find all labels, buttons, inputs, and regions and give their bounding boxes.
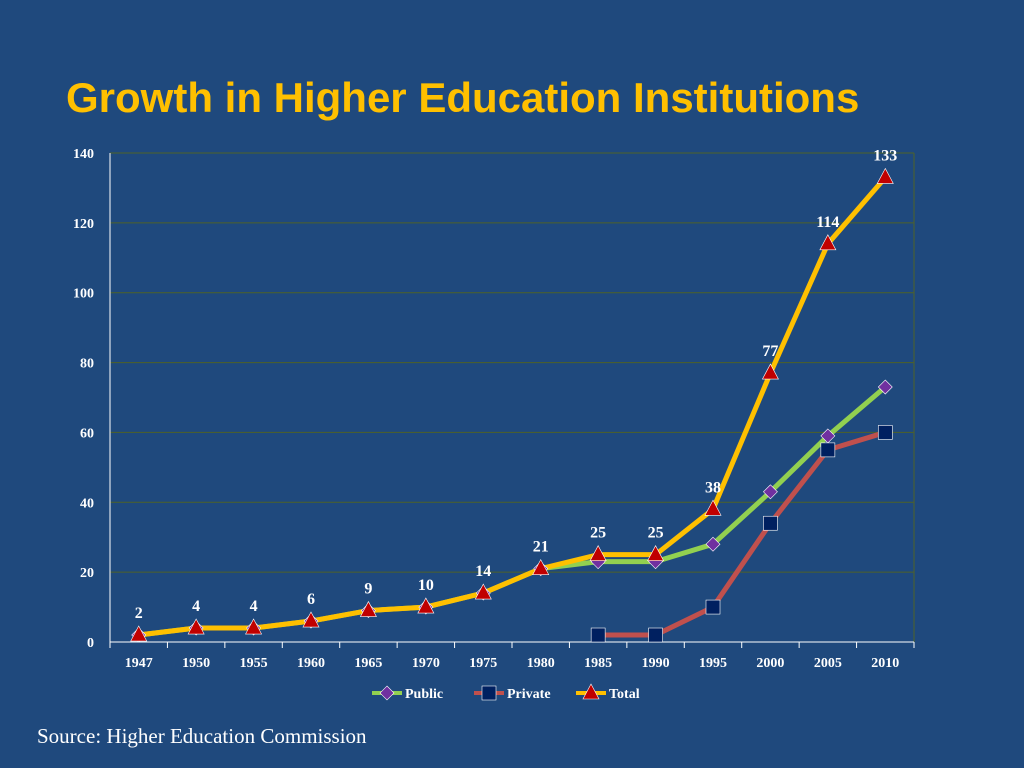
diamond-marker	[877, 379, 893, 395]
x-tick-label: 2010	[871, 656, 899, 671]
triangle-marker	[474, 583, 492, 600]
data-label: 77	[762, 343, 778, 360]
y-tick-label: 40	[80, 496, 94, 511]
source-note: Source: Higher Education Commission	[37, 724, 367, 748]
y-tick-label: 0	[87, 636, 94, 651]
triangle-marker	[130, 625, 148, 642]
triangle-marker	[704, 499, 722, 516]
y-tick-label: 140	[73, 147, 94, 162]
data-label: 114	[816, 214, 839, 231]
x-tick-label: 1960	[297, 656, 325, 671]
y-tick-label: 20	[80, 566, 94, 581]
triangle-marker	[532, 559, 550, 575]
data-label: 133	[873, 147, 897, 164]
triangle-marker	[647, 545, 665, 561]
data-label: 9	[364, 581, 372, 598]
triangle-marker	[417, 597, 435, 614]
triangle-marker	[761, 363, 779, 380]
series-markers	[130, 167, 894, 643]
triangle-marker	[302, 611, 320, 628]
x-tick-label: 1995	[699, 656, 727, 671]
data-label: 14	[475, 563, 491, 580]
square-marker	[705, 599, 721, 615]
x-tick-label: 1990	[642, 656, 670, 671]
x-tick-label: 1975	[469, 656, 497, 671]
y-tick-label: 100	[73, 287, 94, 302]
data-labels: 2 4 4 6 9 10 14 21 25 25 38 77 114 133	[135, 147, 898, 622]
triangle-marker	[582, 683, 600, 700]
legend: Public Private Total	[372, 683, 640, 702]
x-tick-label: 2005	[814, 656, 842, 671]
axes: 0 20 40 60 80 100 120 140 1947 1950 1955 1960 1965 19…	[73, 147, 915, 671]
square-marker	[648, 627, 663, 643]
x-tick-label: 1947	[125, 656, 153, 671]
data-label: 4	[250, 598, 258, 615]
x-tick-label: 1950	[182, 656, 210, 671]
y-tick-label: 60	[80, 426, 94, 441]
series-line-total	[136, 174, 888, 638]
data-label: 6	[307, 591, 315, 608]
slide-title: Growth in Higher Education Institutions	[66, 74, 860, 121]
triangle-marker	[589, 545, 607, 561]
x-tick-label: 1965	[354, 656, 382, 671]
diamond-marker	[763, 484, 778, 500]
x-tick-label: 2000	[756, 656, 784, 671]
data-label: 25	[590, 525, 606, 542]
legend-label-private: Private	[507, 687, 551, 702]
x-tick-label: 1955	[240, 656, 268, 671]
data-label: 25	[648, 525, 664, 542]
data-label: 2	[135, 605, 143, 622]
triangle-marker	[359, 600, 377, 617]
x-tick-label: 1970	[412, 656, 440, 671]
diamond-marker	[705, 536, 721, 552]
triangle-marker	[245, 618, 263, 635]
data-label: 38	[705, 479, 721, 496]
data-label: 4	[192, 598, 200, 615]
triangle-marker	[819, 234, 837, 251]
square-marker	[820, 442, 836, 458]
square-marker	[877, 425, 893, 440]
y-tick-label: 80	[80, 357, 94, 372]
square-marker	[763, 515, 778, 531]
legend-label-total: Total	[609, 687, 640, 702]
series-lines	[136, 174, 888, 638]
legend-label-public: Public	[405, 687, 443, 702]
x-tick-label: 1980	[527, 656, 555, 671]
data-label: 10	[418, 577, 434, 594]
triangle-marker	[187, 618, 205, 635]
gridlines	[110, 152, 915, 642]
square-marker	[590, 627, 606, 643]
y-tick-label: 120	[73, 217, 94, 232]
series-line-private	[595, 429, 888, 638]
data-label: 21	[533, 539, 549, 556]
triangle-marker	[876, 167, 894, 184]
x-tick-label: 1985	[584, 656, 612, 671]
square-marker	[481, 685, 497, 701]
diamond-marker	[379, 685, 395, 701]
